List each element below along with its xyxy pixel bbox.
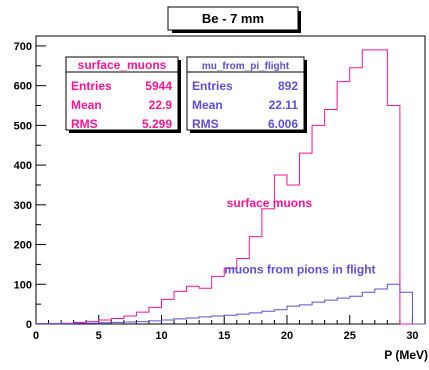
histogram-bin: [337, 82, 350, 324]
stats-row-label: Mean: [71, 98, 102, 112]
histogram-bin: [212, 316, 225, 324]
histogram-bin: [375, 50, 388, 324]
plot-frame: [35, 35, 426, 325]
stats-row-label: RMS: [71, 117, 98, 131]
histogram-bin: [350, 68, 363, 324]
stats-row-value: 22.11: [269, 98, 299, 112]
annotations: surface muons muons from pions in flight: [224, 196, 375, 277]
histogram-bin: [362, 50, 375, 324]
stats-box-title: mu_from_pi_flight: [202, 61, 290, 72]
annotation-label: surface muons: [227, 196, 313, 210]
histogram-bin: [274, 310, 287, 324]
y-tick-label: 600: [14, 81, 32, 93]
histogram-bin: [111, 318, 124, 324]
histogram-bin: [387, 106, 400, 324]
x-tick-label: 30: [406, 330, 418, 342]
histogram-bin: [237, 314, 250, 324]
stats-box-frame: [65, 56, 179, 131]
histogram-bin: [199, 288, 212, 324]
histogram-bin: [375, 289, 388, 324]
histogram-bin: [149, 307, 162, 324]
histogram-bin: [224, 315, 237, 324]
histogram-series: [35, 49, 425, 325]
stats-row-value: 892: [278, 79, 298, 93]
stats-boxes: surface_muons Entries 5944 Mean 22.9 RMS 5.299…: [65, 56, 307, 133]
histogram-bin: [174, 319, 187, 324]
histogram-bin: [136, 312, 149, 324]
stats-row-label: Mean: [192, 98, 223, 112]
histogram-bin: [350, 296, 363, 324]
series-mu_from_pi_flight: [35, 283, 425, 325]
title-text: Be - 7 mm: [202, 11, 264, 26]
x-axis-label: P (MeV): [384, 348, 428, 362]
histogram-bin: [400, 292, 413, 324]
x-tick-label: 25: [344, 330, 356, 342]
histogram-bin: [325, 300, 338, 324]
x-tick-label: 10: [155, 330, 167, 342]
y-tick-label: 400: [14, 160, 32, 172]
x-tick-label: 15: [218, 330, 230, 342]
histogram-bin: [387, 284, 400, 324]
stats-row-label: Entries: [192, 79, 233, 93]
histogram-bin: [312, 125, 325, 324]
histogram-bin: [362, 292, 375, 324]
stats-row-label: RMS: [192, 117, 219, 131]
stats-row-value: 6.006: [268, 117, 298, 131]
x-tick-label: 0: [33, 330, 39, 342]
stats-box-surface_muons: surface_muons Entries 5944 Mean 22.9 RMS 5.299: [65, 56, 181, 133]
histogram-bin: [337, 298, 350, 324]
title-box-shadow: [172, 30, 298, 33]
histogram-bin: [325, 109, 338, 324]
histogram-bin: [262, 311, 275, 324]
stats-box-frame: [186, 56, 305, 131]
histogram-bin: [187, 318, 200, 324]
histogram-bin: [249, 237, 262, 324]
x-tick-label: 5: [96, 330, 102, 342]
stats-row-value: 22.9: [149, 98, 173, 112]
stats-row-label: Entries: [71, 79, 112, 93]
histogram-bin: [287, 306, 300, 324]
y-tick-label: 700: [14, 41, 32, 53]
y-tick-label: 300: [14, 200, 32, 212]
histogram-bin: [199, 317, 212, 324]
histogram-bin: [300, 153, 313, 324]
histogram-bin: [124, 316, 137, 324]
y-tick-label: 200: [14, 240, 32, 252]
stats-row-value: 5.299: [142, 117, 172, 131]
stats-box-mu_from_pi_flight: mu_from_pi_flight Entries 892 Mean 22.11 RMS 6…: [186, 56, 307, 133]
y-tick-label: 0: [26, 319, 32, 331]
stats-row-value: 5944: [145, 79, 172, 93]
y-tick-label: 100: [14, 279, 32, 291]
title-box-shadow-side: [298, 11, 301, 33]
histogram-bin: [312, 302, 325, 324]
stats-box-title: surface_muons: [78, 58, 167, 72]
histogram-bin: [249, 313, 262, 324]
histogram-bin: [161, 320, 174, 324]
histogram-bin: [300, 305, 313, 324]
histogram-bin: [99, 320, 112, 324]
histogram-bin: [212, 276, 225, 324]
series-surface_muons: [35, 49, 425, 325]
series-outline: [35, 283, 425, 325]
annotation-label: muons from pions in flight: [224, 263, 375, 277]
y-tick-label: 500: [14, 120, 32, 132]
x-tick-label: 20: [281, 330, 293, 342]
series-outline: [35, 49, 425, 325]
axis-ticks: 0 100 200 300 400 500 600 700 0 5 10 15 20 25 30: [14, 41, 419, 342]
chart-title: Be - 7 mm: [167, 6, 301, 33]
